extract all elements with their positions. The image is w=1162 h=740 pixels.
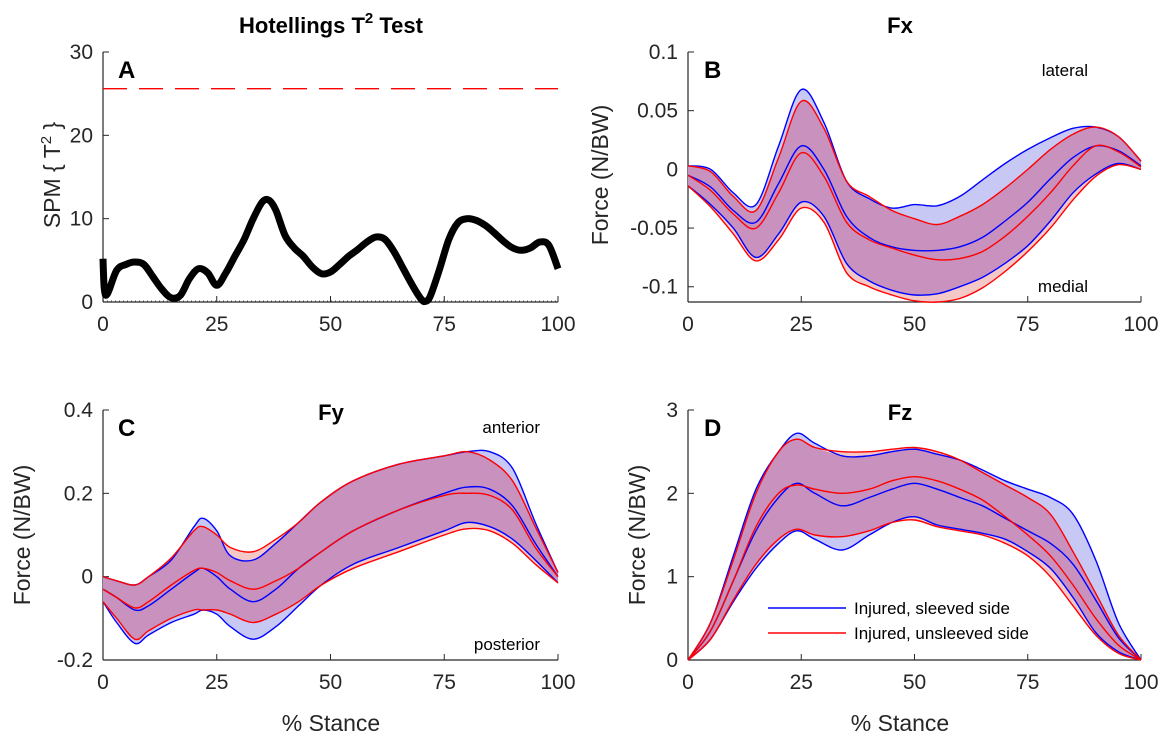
- panel-c-y-tick-label: 0.4: [64, 399, 94, 422]
- panel-b-x-tick-label: 75: [1016, 313, 1039, 336]
- legend-unsleeved-label: Injured, unsleeved side: [854, 624, 1029, 643]
- panel-a-ylabel: SPM { T2 }: [38, 122, 65, 229]
- panel-a-ylabel-superscript: 2: [38, 136, 55, 144]
- panel-c-annotation-posterior: posterior: [474, 635, 540, 654]
- panel-b-letter: B: [704, 57, 721, 84]
- panel-c-x-tick-label: 0: [97, 671, 109, 694]
- panel-b: 0 25 50 75 100 -0.1 -0.05 0 0.05 0.1 Fx B lateral…: [587, 13, 1159, 336]
- panel-a-plot-area: 0 25 50 75 100 0 10 20 30: [70, 41, 576, 336]
- panel-b-y-tick-label: -0.05: [630, 217, 678, 240]
- panel-c-unsleeved-lower-line: [102, 527, 559, 641]
- panel-d-unsleeved-mean-line: [687, 475, 1142, 661]
- panel-b-annotation-lateral: lateral: [1042, 61, 1088, 80]
- panel-a-letter: A: [118, 57, 135, 84]
- panel-a: 0 25 50 75 100 0 10 20 30 Hotellings T2 Test A S…: [38, 10, 576, 336]
- panel-b-x-tick-label: 25: [790, 313, 813, 336]
- panel-a-title: Hotellings T2 Test: [239, 10, 424, 38]
- panel-a-spm-curve: [99, 195, 562, 306]
- panel-a-ylabel-end: }: [39, 122, 65, 136]
- panel-c-y-tick-label: 0: [81, 566, 93, 589]
- panel-c-x-tick-label: 50: [319, 671, 342, 694]
- panel-c-x-tick-label: 25: [205, 671, 228, 694]
- panel-d-title: Fz: [888, 400, 912, 425]
- panel-a-x-tick-label: 25: [205, 313, 228, 336]
- panel-d-x-tick-label: 50: [903, 671, 926, 694]
- panel-c-annotation-anterior: anterior: [482, 418, 540, 437]
- panel-a-y-tick-label: 0: [81, 291, 93, 314]
- panel-d-x-tick-label: 25: [790, 671, 813, 694]
- panel-c-title: Fy: [318, 400, 344, 425]
- panel-a-y-tick-label: 20: [70, 124, 93, 147]
- panel-b-plot-area: 0 25 50 75 100 -0.1 -0.05 0 0.05 0.1: [630, 41, 1158, 336]
- panel-d-overlap-band: [688, 439, 1141, 660]
- panel-d-xlabel: % Stance: [851, 710, 949, 736]
- panel-d-y-tick-label: 1: [666, 566, 678, 589]
- panel-b-x-tick-label: 0: [682, 313, 694, 336]
- panel-c-unsleeved-mean-line: [102, 492, 559, 609]
- panel-b-unsleeved-upper-line: [687, 99, 1142, 226]
- panel-c-x-tick-label: 100: [540, 671, 575, 694]
- panel-c-x-tick-label: 75: [433, 671, 456, 694]
- panel-d-y-tick-label: 0: [666, 649, 678, 672]
- legend-sleeved-label: Injured, sleeved side: [854, 599, 1010, 618]
- panel-c: 0 25 50 75 100-0.200.20.4 Fy C anterior post…: [9, 399, 576, 736]
- panel-d-legend: Injured, sleeved side Injured, unsleeved…: [768, 599, 1029, 643]
- panel-b-y-tick-label: 0: [666, 158, 678, 181]
- panel-d-unsleeved-lower-line: [687, 519, 1142, 661]
- panel-d-x-tick-label: 75: [1016, 671, 1039, 694]
- panel-a-x-tick-label: 50: [319, 313, 342, 336]
- panel-c-unsleeved-upper-line: [102, 450, 559, 586]
- panel-b-unsleeved-mean-line: [687, 144, 1142, 261]
- panel-c-xlabel: % Stance: [282, 710, 380, 736]
- panel-b-x-tick-label: 50: [903, 313, 926, 336]
- panel-d-y-tick-label: 2: [666, 482, 678, 505]
- panel-a-y-tick-label: 30: [70, 41, 93, 64]
- panel-a-x-tick-label: 0: [97, 313, 109, 336]
- panel-b-annotation-medial: medial: [1038, 277, 1088, 296]
- panel-c-y-tick-label: -0.2: [57, 649, 93, 672]
- panel-b-sleeved-mean-line: [687, 144, 1142, 252]
- panel-b-y-tick-label: -0.1: [642, 276, 678, 299]
- panel-a-title-superscript: 2: [365, 10, 373, 27]
- panel-d-letter: D: [704, 415, 721, 442]
- panel-b-sleeved-lower-line: [687, 162, 1142, 296]
- panel-d-x-tick-label: 0: [682, 671, 694, 694]
- panel-d-ylabel: Force (N/BW): [624, 465, 650, 606]
- panel-c-y-tick-label: 0.2: [64, 482, 93, 505]
- panel-d-unsleeved-upper-line: [687, 438, 1142, 661]
- panel-a-x-tick-label: 100: [540, 313, 575, 336]
- panel-d-x-tick-label: 100: [1123, 671, 1158, 694]
- panel-b-sleeved-upper-line: [687, 88, 1142, 209]
- panel-b-unsleeved-lower-line: [687, 163, 1142, 303]
- panel-b-x-tick-label: 100: [1123, 313, 1158, 336]
- panel-d-y-tick-label: 3: [666, 399, 678, 422]
- panel-d-plot-area: 0 25 50 75 100 0 1 2 3: [666, 399, 1158, 694]
- panel-d: 0 25 50 75 100 0 1 2 3 Fz D Force (N/BW) % Stanc…: [624, 399, 1159, 736]
- panel-d-sleeved-lower-line: [687, 515, 1142, 661]
- panel-c-plot-area: 0 25 50 75 100-0.200.20.4: [57, 399, 576, 694]
- panel-c-letter: C: [118, 415, 135, 442]
- panel-a-x-tick-label: 75: [433, 313, 456, 336]
- panel-c-sleeved-mean-line: [102, 485, 559, 612]
- panel-b-title: Fx: [887, 13, 913, 38]
- panel-b-ylabel: Force (N/BW): [587, 105, 613, 246]
- panel-c-sleeved-lower-line: [102, 521, 559, 645]
- panel-b-y-tick-label: 0.1: [649, 41, 678, 64]
- panel-a-y-tick-label: 10: [70, 208, 93, 231]
- panel-a-title-end: Test: [373, 13, 423, 38]
- panel-d-sleeved-mean-line: [687, 482, 1142, 661]
- panel-b-overlap-band: [688, 100, 1141, 296]
- panel-c-ylabel: Force (N/BW): [9, 465, 35, 606]
- panel-d-sleeved-upper-line: [687, 432, 1142, 661]
- panel-b-y-tick-label: 0.05: [637, 100, 678, 123]
